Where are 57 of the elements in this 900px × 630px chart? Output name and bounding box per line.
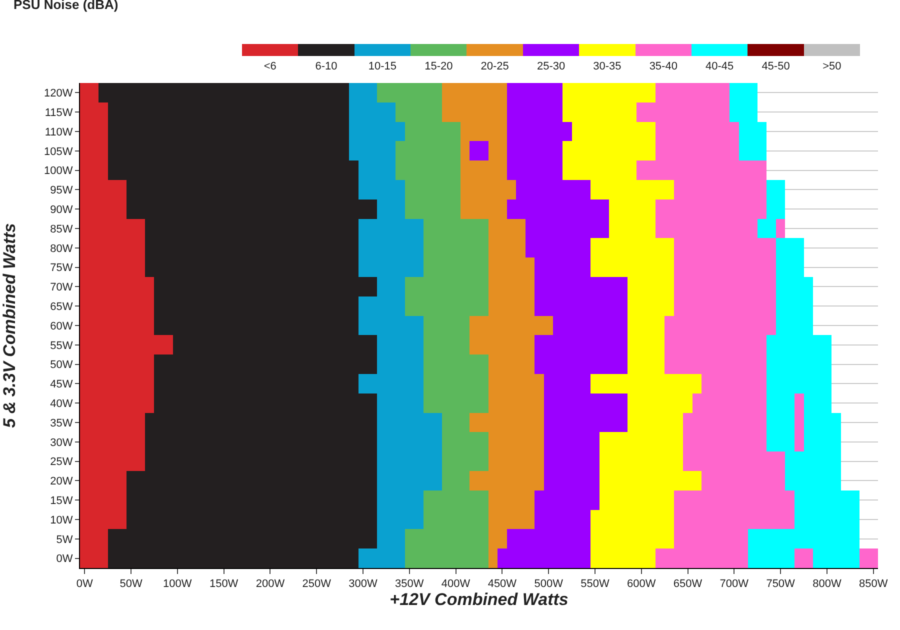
color-bar-label: 40-45	[706, 60, 734, 73]
y-tick-label: 90W	[50, 204, 74, 216]
x-tick-label: 600W	[627, 578, 656, 590]
x-tick-label: 500W	[534, 578, 564, 590]
y-tick-label: 0W	[56, 553, 74, 566]
x-tick-label: 150W	[209, 578, 239, 590]
x-axis-title: +12V Combined Watts	[390, 590, 568, 610]
chart-title: PSU Noise (dBA)	[14, 0, 118, 12]
y-tick-label: 35W	[50, 417, 74, 430]
y-tick-label: 25W	[50, 456, 74, 468]
x-tick-label: 400W	[441, 578, 471, 590]
color-bar-label: 6-10	[315, 60, 338, 73]
x-tick-label: 350W	[395, 578, 424, 590]
x-tick-label: 850W	[858, 578, 888, 590]
y-tick-label: 30W	[50, 436, 74, 449]
y-tick-label: 120W	[44, 88, 74, 100]
y-axis-title: 5 & 3.3V Combined Watts	[0, 223, 19, 428]
x-tick-label: 750W	[766, 578, 796, 590]
color-bar-label: 20-25	[480, 60, 509, 73]
x-tick-label: 0W	[76, 578, 94, 590]
color-bar-label: 15-20	[424, 60, 453, 73]
x-tick-label: 800W	[812, 578, 842, 590]
y-tick-label: 45W	[50, 378, 74, 391]
y-tick-label: 115W	[44, 106, 74, 119]
y-tick-label: 10W	[50, 514, 74, 526]
y-tick-label: 75W	[50, 262, 74, 274]
y-tick-label: 5W	[56, 534, 74, 546]
y-tick-label: 65W	[50, 300, 74, 313]
x-tick-label: 550W	[580, 578, 610, 590]
x-tick-label: 700W	[720, 578, 750, 590]
y-tick-label: 100W	[44, 165, 74, 178]
y-tick-label: 105W	[44, 146, 74, 158]
y-tick-label: 20W	[50, 476, 74, 488]
y-tick-label: 80W	[50, 242, 74, 255]
x-tick-label: 50W	[120, 578, 143, 590]
y-tick-label: 50W	[50, 359, 74, 372]
y-tick-label: 95W	[50, 184, 74, 197]
color-bar-label: 10-15	[368, 60, 397, 73]
y-tick-label: 55W	[50, 340, 74, 352]
y-tick-label: 110W	[44, 126, 74, 138]
x-tick-label: 450W	[488, 578, 518, 590]
color-bar-label: 30-35	[593, 60, 622, 73]
y-tick-label: 60W	[50, 320, 74, 332]
y-tick-label: 85W	[50, 223, 74, 236]
color-bar-label: 45-50	[762, 60, 790, 73]
x-tick-label: 100W	[163, 578, 192, 590]
color-bar-label: 35-40	[649, 60, 678, 73]
color-bar-label: >50	[822, 60, 842, 73]
x-tick-label: 250W	[302, 578, 332, 590]
y-tick-label: 40W	[50, 398, 74, 410]
y-tick-label: 70W	[50, 282, 74, 294]
x-tick-label: 200W	[256, 578, 286, 590]
x-tick-label: 650W	[673, 578, 703, 590]
color-bar-label: 25-30	[536, 60, 566, 73]
x-tick-label: 300W	[348, 578, 378, 590]
y-tick-label: 15W	[50, 494, 74, 507]
color-bar-label: <6	[264, 60, 276, 73]
